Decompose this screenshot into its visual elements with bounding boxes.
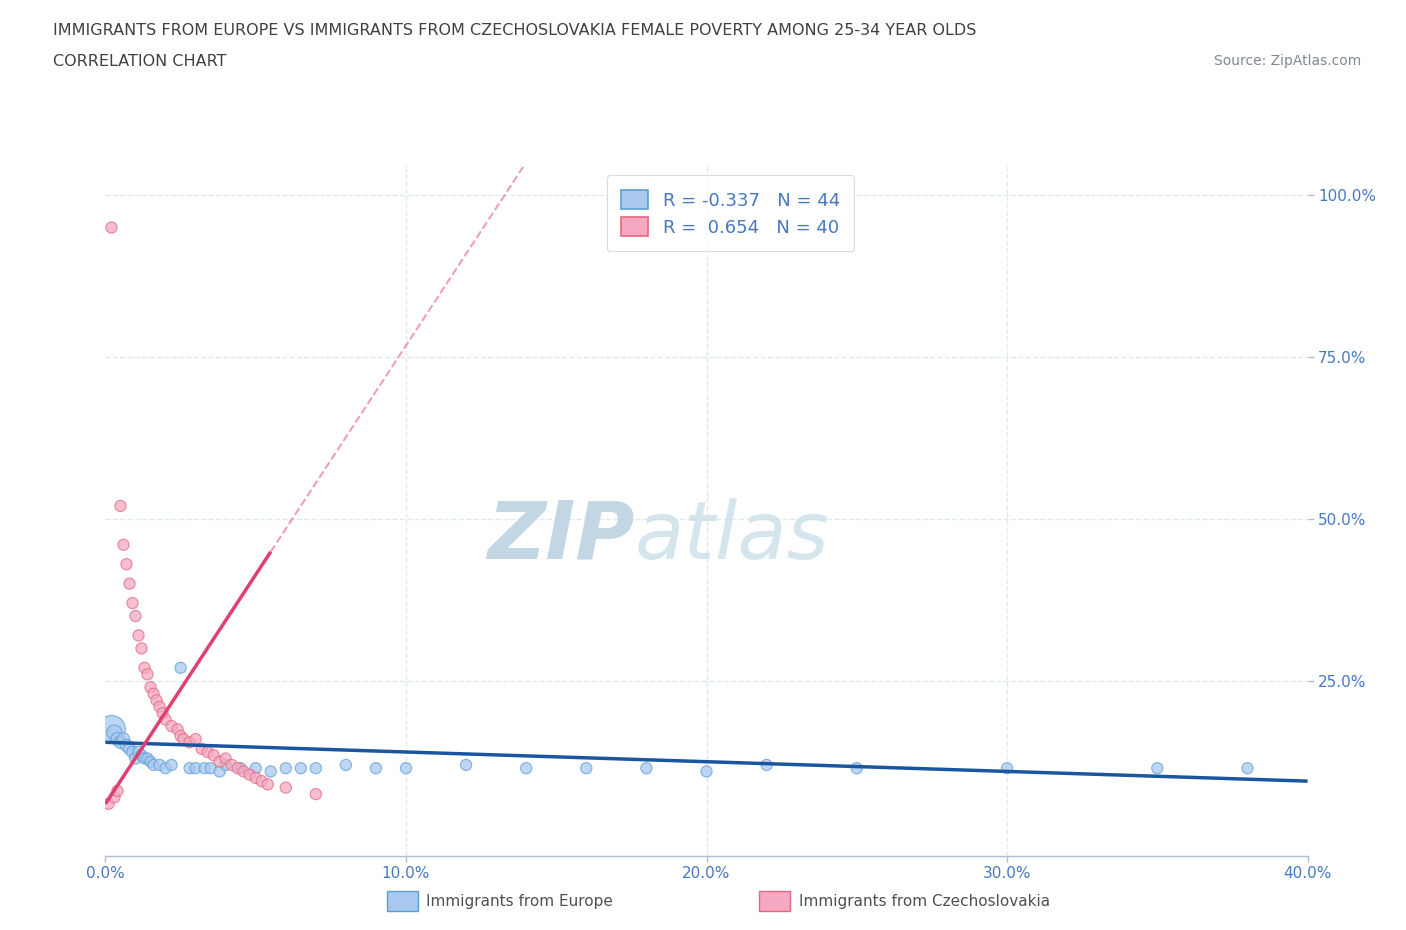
Point <box>200 761 222 776</box>
Point <box>1236 761 1258 776</box>
Point <box>274 761 297 776</box>
Point <box>134 751 156 766</box>
Point <box>97 796 120 811</box>
Point <box>364 761 387 776</box>
Point <box>145 693 167 708</box>
Point <box>118 577 141 591</box>
Point <box>103 725 125 740</box>
Point <box>173 732 195 747</box>
Text: Immigrants from Czechoslovakia: Immigrants from Czechoslovakia <box>799 894 1050 909</box>
Text: Source: ZipAtlas.com: Source: ZipAtlas.com <box>1213 54 1361 68</box>
Point <box>221 758 243 773</box>
Point <box>245 761 267 776</box>
Point <box>131 641 153 656</box>
Point <box>131 748 153 763</box>
Point <box>139 680 162 695</box>
Point <box>274 780 297 795</box>
Point <box>148 758 170 773</box>
Point <box>166 722 188 737</box>
Point <box>229 761 252 776</box>
Point <box>107 732 129 747</box>
Point <box>115 738 138 753</box>
Point <box>305 761 328 776</box>
Point <box>110 498 132 513</box>
FancyBboxPatch shape <box>759 891 790 911</box>
Point <box>103 790 125 804</box>
Point <box>121 595 143 610</box>
Point <box>118 741 141 756</box>
Point <box>755 758 778 773</box>
Point <box>995 761 1018 776</box>
Point <box>169 660 191 675</box>
Point <box>214 758 236 773</box>
Point <box>169 728 191 743</box>
Point <box>134 660 156 675</box>
Point <box>208 754 231 769</box>
Point <box>197 745 219 760</box>
Point <box>124 608 146 623</box>
Point <box>139 754 162 769</box>
Point <box>115 557 138 572</box>
Point <box>136 751 159 766</box>
Point <box>335 758 357 773</box>
Point <box>128 745 150 760</box>
Point <box>245 770 267 785</box>
Point <box>184 732 207 747</box>
Point <box>250 774 273 789</box>
Point <box>202 748 225 763</box>
FancyBboxPatch shape <box>387 891 418 911</box>
Point <box>208 764 231 778</box>
Point <box>194 761 217 776</box>
Point <box>136 667 159 682</box>
Point <box>454 758 477 773</box>
Point <box>184 761 207 776</box>
Point <box>845 761 868 776</box>
Point <box>636 761 658 776</box>
Text: IMMIGRANTS FROM EUROPE VS IMMIGRANTS FROM CZECHOSLOVAKIA FEMALE POVERTY AMONG 25: IMMIGRANTS FROM EUROPE VS IMMIGRANTS FRO… <box>53 23 977 38</box>
Point <box>515 761 537 776</box>
Point <box>290 761 312 776</box>
Point <box>100 220 122 235</box>
Text: CORRELATION CHART: CORRELATION CHART <box>53 54 226 69</box>
Point <box>214 751 236 766</box>
Point <box>696 764 718 778</box>
Point <box>190 741 212 756</box>
Point <box>239 767 262 782</box>
Point <box>100 722 122 737</box>
Point <box>226 761 249 776</box>
Point <box>121 745 143 760</box>
Point <box>107 783 129 798</box>
Point <box>112 538 135 552</box>
Text: atlas: atlas <box>634 498 830 576</box>
Point <box>152 706 174 721</box>
Point <box>148 699 170 714</box>
Point <box>155 761 177 776</box>
Point <box>112 732 135 747</box>
Point <box>575 761 598 776</box>
Point <box>179 761 201 776</box>
Point <box>124 751 146 766</box>
Point <box>142 686 165 701</box>
Point <box>1146 761 1168 776</box>
Point <box>142 758 165 773</box>
Text: ZIP: ZIP <box>486 498 634 576</box>
Point <box>232 764 254 778</box>
Point <box>155 712 177 727</box>
Point <box>179 735 201 750</box>
Point <box>260 764 283 778</box>
Point <box>256 777 278 791</box>
Text: Immigrants from Europe: Immigrants from Europe <box>426 894 613 909</box>
Legend: R = -0.337   N = 44, R =  0.654   N = 40: R = -0.337 N = 44, R = 0.654 N = 40 <box>607 175 855 251</box>
Point <box>110 735 132 750</box>
Point <box>128 628 150 643</box>
Point <box>160 758 183 773</box>
Point <box>395 761 418 776</box>
Point <box>305 787 328 802</box>
Point <box>160 719 183 734</box>
